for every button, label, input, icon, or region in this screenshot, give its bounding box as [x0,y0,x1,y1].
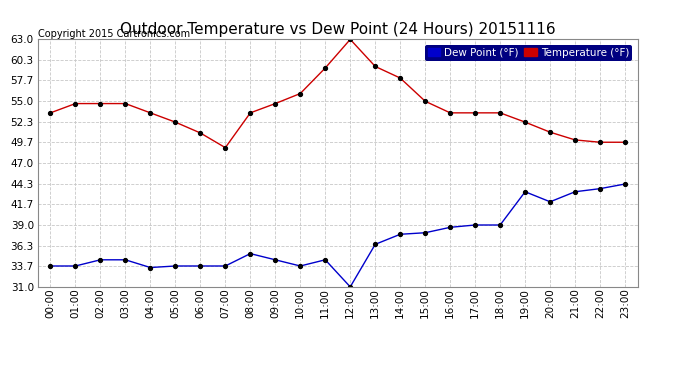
Legend: Dew Point (°F), Temperature (°F): Dew Point (°F), Temperature (°F) [424,45,632,61]
Title: Outdoor Temperature vs Dew Point (24 Hours) 20151116: Outdoor Temperature vs Dew Point (24 Hou… [120,22,555,37]
Text: Copyright 2015 Cartronics.com: Copyright 2015 Cartronics.com [38,29,190,39]
